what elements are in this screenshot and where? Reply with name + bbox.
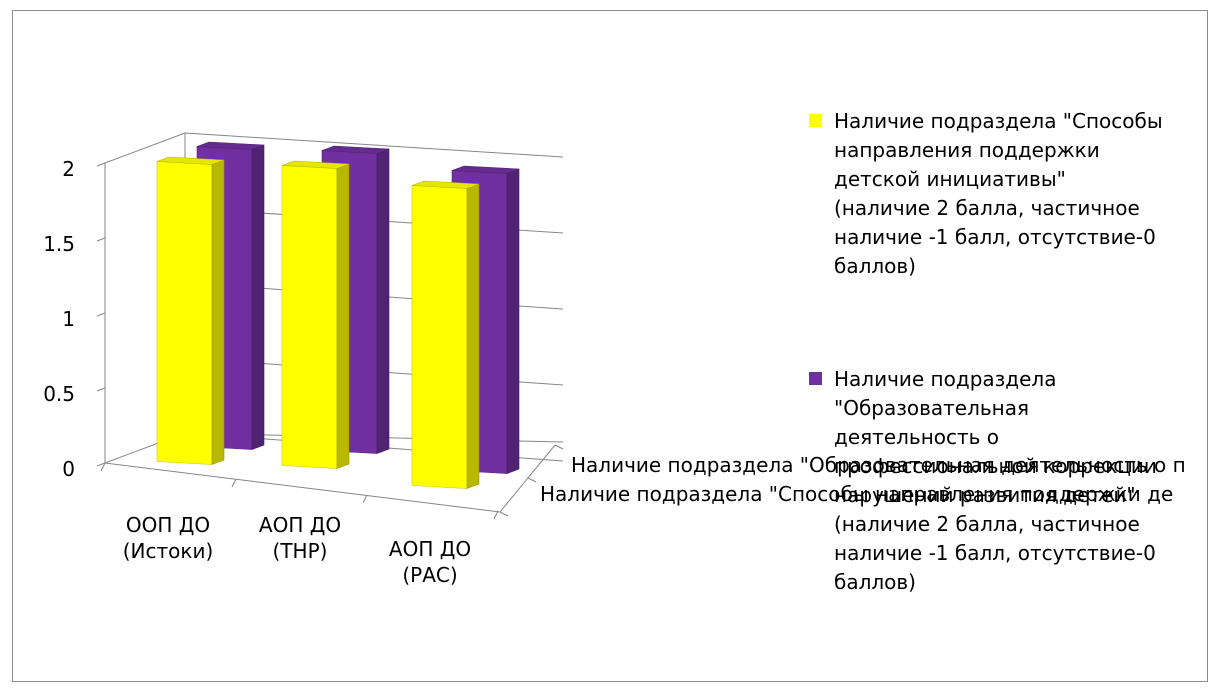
y-tick-label: 0.5 [43,382,75,406]
bar [156,156,225,465]
y-tick-mark [96,162,106,167]
bar-top [156,156,225,165]
bar-top [451,165,520,174]
x-tick-label: ООП ДО (Истоки) [123,513,214,563]
x-tick-mark [100,462,106,472]
depth-tick-mark [554,444,564,450]
bar-front [156,161,213,465]
y-tick-mark [96,387,106,392]
y-tick-mark [96,462,106,467]
x-tick-mark [362,494,368,504]
bar-front [281,165,338,469]
legend-item: Наличие подраздела "Способы направления п… [809,109,1163,278]
x-tick-label: АОП ДО (ТНР) [259,513,341,563]
floor-right-edge [499,444,556,513]
bar-top [411,180,480,189]
bar-front [411,185,468,489]
legend: Наличие подраздела "Способы направления п… [809,109,1163,594]
bar-side [211,159,225,465]
legend-swatch [809,114,822,127]
bar-side [336,163,350,469]
legend-swatch [809,372,822,385]
series-axis-labels: Наличие подраздела "Образовательная деят… [540,453,1186,506]
x-tick-label: АОП ДО (РАС) [389,537,471,587]
bar-side [251,144,265,450]
bar [281,160,350,469]
y-tick-label: 2 [62,157,75,181]
depth-tick-mark [499,511,509,517]
bar [411,180,480,489]
depth-tick-mark [527,477,537,483]
bar-side [506,168,520,474]
category-labels: ООП ДО (Истоки) АОП ДО (ТНР) АОП ДО (РАС) [123,513,471,587]
legend-item: Наличие подраздела "Образовательная деятел… [809,367,1157,594]
bars [156,141,520,489]
gridline [184,132,564,158]
legend-label: Наличие подраздела "Способы направления п… [834,109,1163,278]
top-left-edge [104,132,186,164]
y-tick-label: 1.5 [43,232,75,256]
bar-top [196,141,265,150]
bar-top [281,160,350,169]
legend-label: Наличие подраздела "Образовательная деятел… [834,367,1157,594]
bar-top [321,145,390,154]
y-tick-mark [96,237,106,242]
y-tick-label: 1 [62,307,75,331]
series-axis-label: Наличие подраздела "Способы направления … [540,482,1173,506]
bar-side [376,148,390,454]
x-tick-mark [231,478,237,488]
bar-side [466,183,480,489]
floor-front-edge [104,462,501,513]
y-tick-mark [96,312,106,317]
y-tick-label: 0 [62,457,75,481]
x-tick-mark [493,510,499,520]
series-axis-label: Наличие подраздела "Образовательная деят… [571,453,1186,477]
